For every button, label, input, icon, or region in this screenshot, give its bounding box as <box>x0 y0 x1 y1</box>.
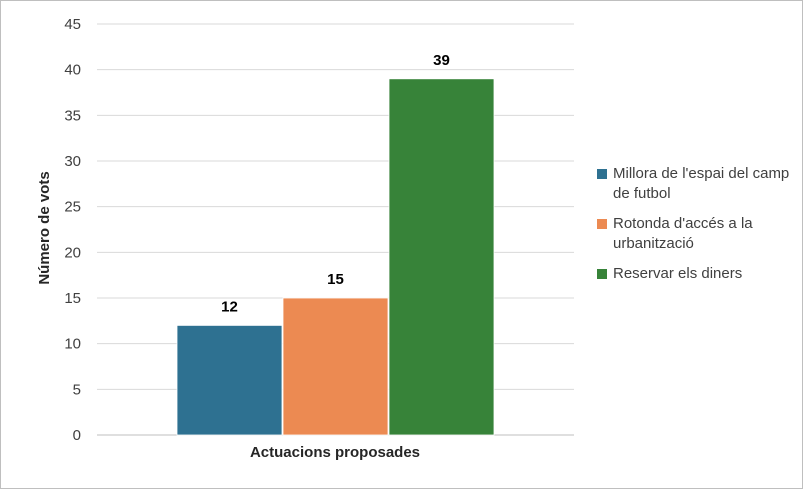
legend-label: Millora de l'espai del camp de futbol <box>613 165 790 202</box>
legend-item: Millora de l'espai del camp de futbol <box>597 164 797 204</box>
y-tick-label: 15 <box>64 290 81 307</box>
data-label: 12 <box>221 298 238 315</box>
bar <box>282 297 389 436</box>
y-tick-label: 25 <box>64 199 81 216</box>
bar <box>176 324 283 436</box>
y-tick-label: 45 <box>64 16 81 33</box>
y-tick-labels: 0 5 10 15 20 25 30 35 40 45 <box>64 16 81 444</box>
legend-swatch <box>597 219 607 229</box>
y-tick-label: 5 <box>73 381 81 398</box>
legend-swatch <box>597 269 607 279</box>
y-tick-label: 0 <box>73 427 81 444</box>
y-tick-label: 40 <box>64 62 81 79</box>
legend-label: Reservar els diners <box>613 265 743 282</box>
x-axis-title: Actuacions proposades <box>250 444 420 461</box>
y-tick-label: 10 <box>64 336 81 353</box>
bars <box>176 78 495 436</box>
data-label: 39 <box>433 52 450 69</box>
legend-item: Rotonda d'accés a la urbanització <box>597 214 797 254</box>
legend-swatch <box>597 169 607 179</box>
bar <box>388 78 495 436</box>
legend-item: Reservar els diners <box>597 264 797 284</box>
y-tick-label: 20 <box>64 244 81 261</box>
y-tick-label: 30 <box>64 153 81 170</box>
y-tick-label: 35 <box>64 107 81 124</box>
legend-label: Rotonda d'accés a la urbanització <box>613 215 753 252</box>
data-labels: 12 15 39 <box>221 52 450 316</box>
data-label: 15 <box>327 271 344 288</box>
legend: Millora de l'espai del camp de futbol Ro… <box>597 164 797 294</box>
gridlines <box>97 23 574 436</box>
y-axis-title: Número de vots <box>36 171 53 284</box>
